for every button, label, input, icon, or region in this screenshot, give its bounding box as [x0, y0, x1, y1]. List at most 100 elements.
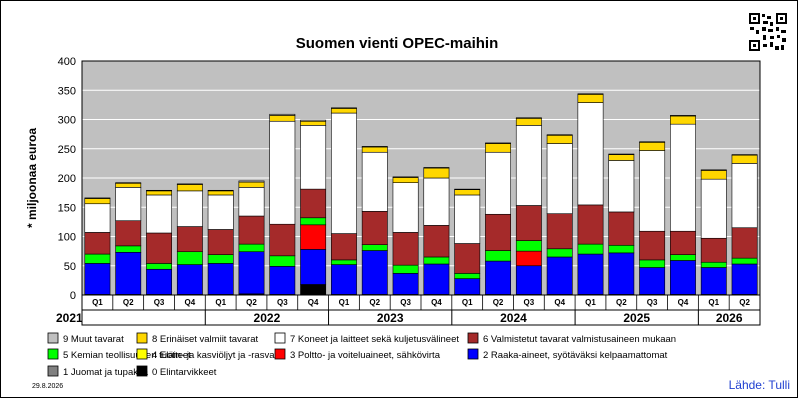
bar-segment [238, 215, 265, 245]
bar-segment [546, 256, 573, 295]
bar-segment [269, 255, 296, 267]
bar-segment [300, 217, 327, 226]
bar-segment [176, 264, 203, 295]
bar-segment [115, 187, 142, 222]
bar-segment [269, 266, 296, 295]
bar-segment [577, 243, 604, 255]
bar-segment [670, 230, 696, 255]
x-tick-label: Q3 [277, 298, 288, 307]
bar-segment [300, 224, 327, 250]
year-label: 2025 [623, 311, 650, 325]
year-label: 2024 [500, 311, 527, 325]
bar-segment [146, 232, 172, 264]
bar-segment [300, 120, 327, 126]
legend-label: 0 Elintarvikkeet [152, 367, 217, 378]
bar-segment [361, 151, 388, 212]
bar-segment [361, 250, 388, 295]
y-axis-label: * miljoonaa euroa [25, 128, 39, 228]
y-axis-ticks: 0 50 100 150 200 250 300 350 400 [58, 56, 76, 302]
chart-title: Suomen vienti OPEC-maihin [296, 35, 499, 52]
bar-segment [176, 184, 203, 192]
bar-segment [454, 278, 481, 295]
legend-label: 2 Raaka-aineet, syötäväksi kelpaamattoma… [483, 350, 668, 361]
source-label: Lähde: Tulli [729, 378, 790, 392]
legend-swatch [136, 332, 148, 344]
legend-label: 9 Muut tavarat [63, 334, 124, 345]
y-tick-label: 150 [58, 202, 76, 214]
bar-segment [238, 180, 265, 183]
bar-segment [577, 253, 604, 295]
bar-segment [577, 93, 604, 95]
bar-segment [300, 249, 327, 285]
bar-segment [546, 134, 573, 136]
bar-segment [361, 244, 388, 251]
bar-segment [546, 248, 573, 258]
bar-segment [423, 167, 450, 179]
bar-segment [608, 252, 635, 295]
bar-segment [700, 261, 727, 268]
bar-segment [361, 211, 388, 245]
legend-label: 4 Eläin- ja kasviöljyt ja -rasvat [152, 350, 277, 361]
bar-segment [207, 229, 234, 255]
bar-segment [207, 189, 234, 192]
bar-segment [84, 203, 111, 233]
bar-segment [423, 263, 450, 295]
bar-segment [485, 213, 511, 251]
bar-segment [176, 183, 203, 185]
bar-segment [392, 177, 419, 183]
legend-swatch [136, 348, 148, 360]
x-tick-label: Q3 [524, 298, 535, 307]
bar-segment [700, 237, 727, 263]
y-tick-label: 350 [58, 85, 76, 97]
bar-segment [207, 194, 234, 230]
legend-swatch [467, 332, 479, 344]
y-tick-label: 50 [64, 261, 76, 273]
bar-segment [392, 232, 419, 266]
bar-segment [423, 256, 450, 265]
date-stamp: 29.8.2026 [32, 383, 63, 390]
bar-segment [238, 187, 265, 217]
year-label: 2026 [716, 311, 743, 325]
bar-segment [485, 260, 511, 295]
bar-segment [515, 205, 542, 241]
bar-segment [269, 223, 296, 257]
legend-swatch [47, 348, 59, 360]
bar-segment [577, 94, 604, 103]
year-label: 2023 [377, 311, 404, 325]
bar-segment [700, 169, 727, 171]
year-label: 2022 [254, 311, 281, 325]
bar-segment [731, 257, 758, 265]
qr-code-icon [748, 12, 788, 52]
bar-segment [238, 243, 265, 253]
legend-label: 8 Erinäiset valmiit tavarat [152, 334, 258, 345]
x-tick-label: Q4 [185, 298, 196, 307]
bar-segment [392, 264, 419, 274]
bar-segment [700, 178, 727, 239]
x-tick-label: Q4 [678, 298, 689, 307]
bar-segment [515, 118, 542, 126]
bar-segment [331, 233, 357, 261]
bar-segment [176, 190, 203, 227]
bar-segment [670, 123, 696, 232]
bar-segment [423, 167, 450, 169]
bar-segment [146, 189, 172, 192]
bar-segment [454, 273, 481, 279]
bar-segment [515, 250, 542, 267]
bar-segment [485, 143, 511, 153]
bar-segment [146, 190, 172, 196]
bar-segment [639, 150, 666, 232]
bar-segment [546, 143, 573, 214]
legend-swatch [47, 365, 59, 377]
bar-segment [392, 176, 419, 178]
bar-segment [331, 108, 357, 114]
bar-segment [731, 163, 758, 229]
y-tick-label: 300 [58, 115, 76, 127]
bar-segment [300, 119, 327, 122]
bar-segment [670, 254, 696, 261]
bar-segment [731, 227, 758, 259]
legend-label: 6 Valmistetut tavarat valmistusaineen mu… [483, 334, 676, 345]
bar-segment [546, 213, 573, 250]
bar-segment [392, 273, 419, 295]
bar-segment [731, 263, 758, 295]
x-tick-label: Q1 [215, 298, 226, 307]
